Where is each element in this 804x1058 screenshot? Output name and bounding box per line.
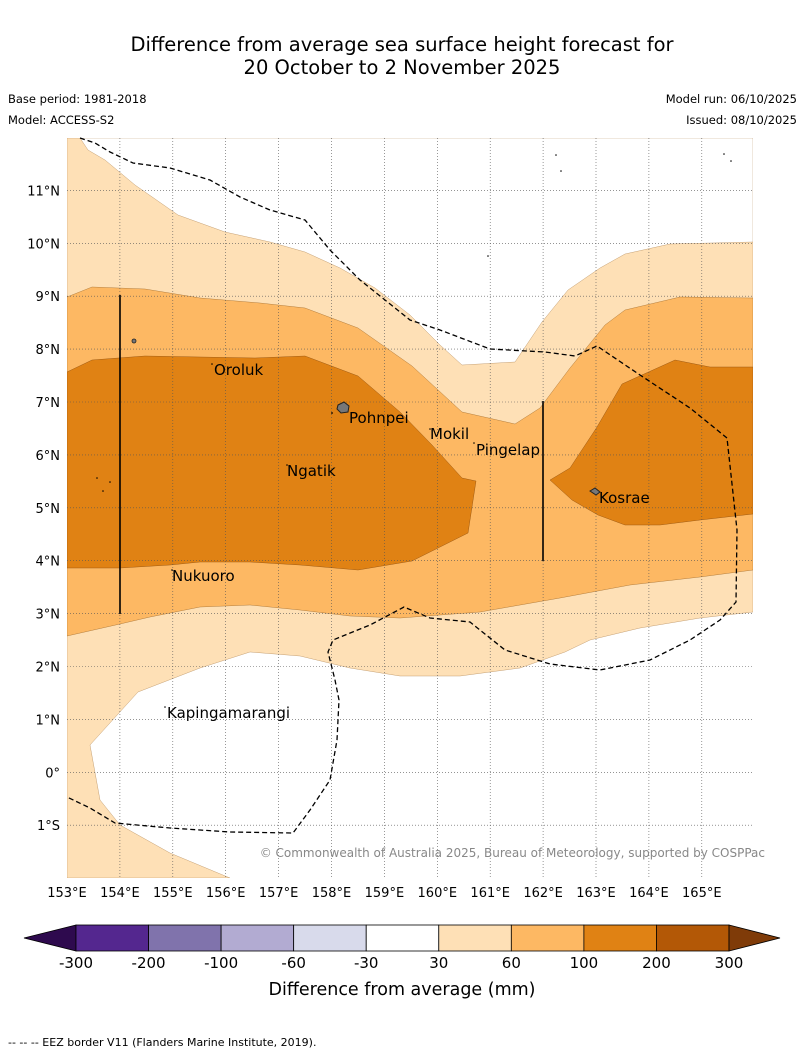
- colorbar-tick: -200: [132, 954, 166, 972]
- kosrae-island-shape: [589, 487, 601, 496]
- latitude-label: 11°N: [27, 184, 60, 199]
- issued-date: Issued: 08/10/2025: [686, 113, 797, 127]
- place-oroluk: Oroluk: [214, 361, 263, 379]
- longitude-label: 154°E: [100, 886, 140, 901]
- latitude-label: 5°N: [36, 502, 61, 517]
- longitude-label: 159°E: [365, 886, 405, 901]
- colorbar-bin: [148, 924, 222, 952]
- latitude-label: 4°N: [36, 555, 61, 570]
- longitude-label: 153°E: [47, 886, 87, 901]
- longitude-label: 161°E: [470, 886, 510, 901]
- longitude-label: 157°E: [259, 886, 299, 901]
- colorbar-bin: [438, 924, 512, 952]
- colorbar-legend: [23, 924, 781, 952]
- colorbar-bin: [365, 924, 440, 952]
- latitude-label: 8°N: [36, 343, 61, 358]
- colorbar-tick: 200: [642, 954, 671, 972]
- colorbar-tick: -60: [281, 954, 306, 972]
- place-ngatik: Ngatik: [287, 462, 336, 480]
- colorbar-tick: 30: [429, 954, 448, 972]
- contour-north-white: [79, 138, 753, 366]
- chart-title-line1: Difference from average sea surface heig…: [130, 33, 674, 56]
- colorbar-tick: -100: [204, 954, 238, 972]
- model-name: Model: ACCESS-S2: [8, 113, 115, 127]
- colorbar-tick: -30: [354, 954, 379, 972]
- base-period: Base period: 1981-2018: [8, 92, 147, 106]
- pohnpei-island-shape: [336, 401, 350, 414]
- place-pingelap: Pingelap: [476, 441, 540, 459]
- longitude-label: 162°E: [523, 886, 563, 901]
- latitude-label: 9°N: [36, 290, 61, 305]
- longitude-label: 163°E: [576, 886, 616, 901]
- colorbar-tick-labels: -300 -200 -100 -60 -30 30 60 100 200 300: [59, 954, 743, 972]
- contour-100-200-east: [549, 359, 753, 526]
- longitude-label: 158°E: [312, 886, 352, 901]
- place-kosrae: Kosrae: [599, 489, 650, 507]
- place-nukuoro: Nukuoro: [172, 567, 235, 585]
- latitude-label: 2°N: [36, 661, 61, 676]
- copyright-notice: © Commonwealth of Australia 2025, Bureau…: [260, 846, 765, 860]
- colorbar-bin: [583, 924, 657, 952]
- colorbar-bin: [293, 924, 367, 952]
- colorbar-bin: [220, 924, 295, 952]
- model-run: Model run: 06/10/2025: [665, 92, 797, 106]
- place-pohnpei: Pohnpei: [349, 409, 409, 427]
- latitude-axis-labels: 11°N 10°N 9°N 8°N 7°N 6°N 5°N 4°N 3°N 2°N 1°N 0° 1°S: [27, 184, 60, 834]
- colorbar-extend-high: [728, 924, 781, 952]
- longitude-label: 156°E: [206, 886, 246, 901]
- eez-footnote: -- -- -- EEZ border V11 (Flanders Marine…: [8, 1036, 317, 1049]
- chart-title-line2: 20 October to 2 November 2025: [243, 56, 561, 79]
- colorbar-tick: 300: [715, 954, 744, 972]
- longitude-label: 165°E: [682, 886, 722, 901]
- latitude-label: 3°N: [36, 608, 61, 623]
- latitude-label: 0°: [45, 766, 60, 781]
- longitude-label: 164°E: [629, 886, 669, 901]
- colorbar-bin: [510, 924, 585, 952]
- colorbar-extend-low: [23, 924, 77, 952]
- latitude-label: 7°N: [36, 396, 61, 411]
- colorbar-tick: -300: [59, 954, 93, 972]
- longitude-axis-labels: 153°E 154°E 155°E 156°E 157°E 158°E 159°E 160°E…: [47, 886, 721, 901]
- place-mokil: Mokil: [430, 425, 469, 443]
- longitude-label: 155°E: [153, 886, 193, 901]
- place-kapingamarangi: Kapingamarangi: [167, 704, 290, 722]
- latitude-label: 1°S: [37, 819, 60, 834]
- latitude-label: 1°N: [36, 713, 61, 728]
- longitude-label: 160°E: [418, 886, 458, 901]
- latitude-label: 6°N: [36, 449, 61, 464]
- contour-100-200-west: [67, 355, 477, 571]
- colorbar-tick: 100: [570, 954, 599, 972]
- colorbar-title: Difference from average (mm): [268, 980, 535, 1000]
- colorbar-tick: 60: [502, 954, 521, 972]
- eez-border-north: [66, 137, 738, 834]
- colorbar-bin: [75, 924, 149, 952]
- colorbar-bin: [656, 924, 730, 952]
- islands: [96, 153, 732, 708]
- latitude-label: 10°N: [27, 237, 60, 252]
